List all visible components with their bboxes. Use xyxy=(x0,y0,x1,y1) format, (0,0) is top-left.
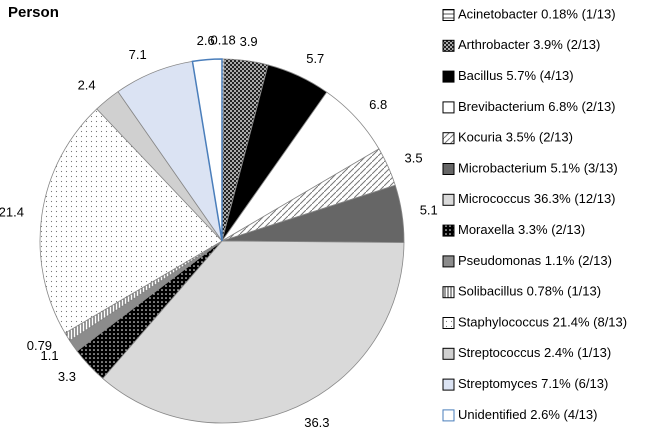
legend-label: Streptococcus 2.4% (1/13) xyxy=(458,345,611,360)
legend-swatch xyxy=(442,70,455,83)
legend-swatch xyxy=(442,378,455,391)
data-label: 2.6 xyxy=(197,33,215,48)
legend-label: Streptomyces 7.1% (6/13) xyxy=(458,376,608,391)
pie-slice xyxy=(39,108,223,334)
legend-swatch xyxy=(442,163,455,175)
data-label: 6.8 xyxy=(369,97,387,112)
legend-swatch xyxy=(442,193,455,206)
data-label: 0.18 xyxy=(210,32,235,47)
data-label: 3.3 xyxy=(58,369,76,384)
pie-slice xyxy=(191,58,223,242)
data-label: 1.1 xyxy=(41,348,59,363)
legend-label: Acinetobacter 0.18% (1/13) xyxy=(458,6,616,21)
legend-label: Unidentified 2.6% (4/13) xyxy=(458,407,597,422)
data-label: 21.4 xyxy=(0,204,24,219)
legend-label: Bacillus 5.7% (4/13) xyxy=(458,68,574,83)
data-label: 5.7 xyxy=(306,51,324,66)
legend-swatch xyxy=(442,101,455,114)
legend-swatch xyxy=(442,39,455,52)
legend-swatch xyxy=(442,317,455,329)
data-label: 0.79 xyxy=(27,338,52,353)
legend-label: Staphylococcus 21.4% (8/13) xyxy=(458,314,627,329)
legend-label: Pseudomonas 1.1% (2/13) xyxy=(458,253,612,268)
data-label: 2.4 xyxy=(78,77,96,92)
legend-label: Arthrobacter 3.9% (2/13) xyxy=(458,37,600,52)
pie-slice xyxy=(102,240,405,424)
legend-swatch xyxy=(442,286,455,299)
data-label: 5.1 xyxy=(420,202,438,217)
chart-title: Person xyxy=(8,4,59,21)
legend-label: Microbacterium 5.1% (3/13) xyxy=(458,160,618,175)
data-label: 3.5 xyxy=(405,151,423,166)
data-label: 7.1 xyxy=(129,47,147,62)
legend-swatch xyxy=(442,132,455,145)
legend-label: Solibacillus 0.78% (1/13) xyxy=(458,284,601,299)
data-label: 3.9 xyxy=(240,34,258,49)
legend-swatch xyxy=(442,255,455,268)
legend-label: Kocuria 3.5% (2/13) xyxy=(458,130,573,145)
legend-label: Brevibacterium 6.8% (2/13) xyxy=(458,99,616,114)
data-label: 36.3 xyxy=(304,415,329,427)
legend-swatch xyxy=(442,409,455,422)
legend-label: Moraxella 3.3% (2/13) xyxy=(458,222,585,237)
legend-swatch xyxy=(442,9,455,21)
legend-label: Micrococcus 36.3% (12/13) xyxy=(458,191,616,206)
legend-swatch xyxy=(442,347,455,360)
legend-swatch xyxy=(442,224,455,237)
